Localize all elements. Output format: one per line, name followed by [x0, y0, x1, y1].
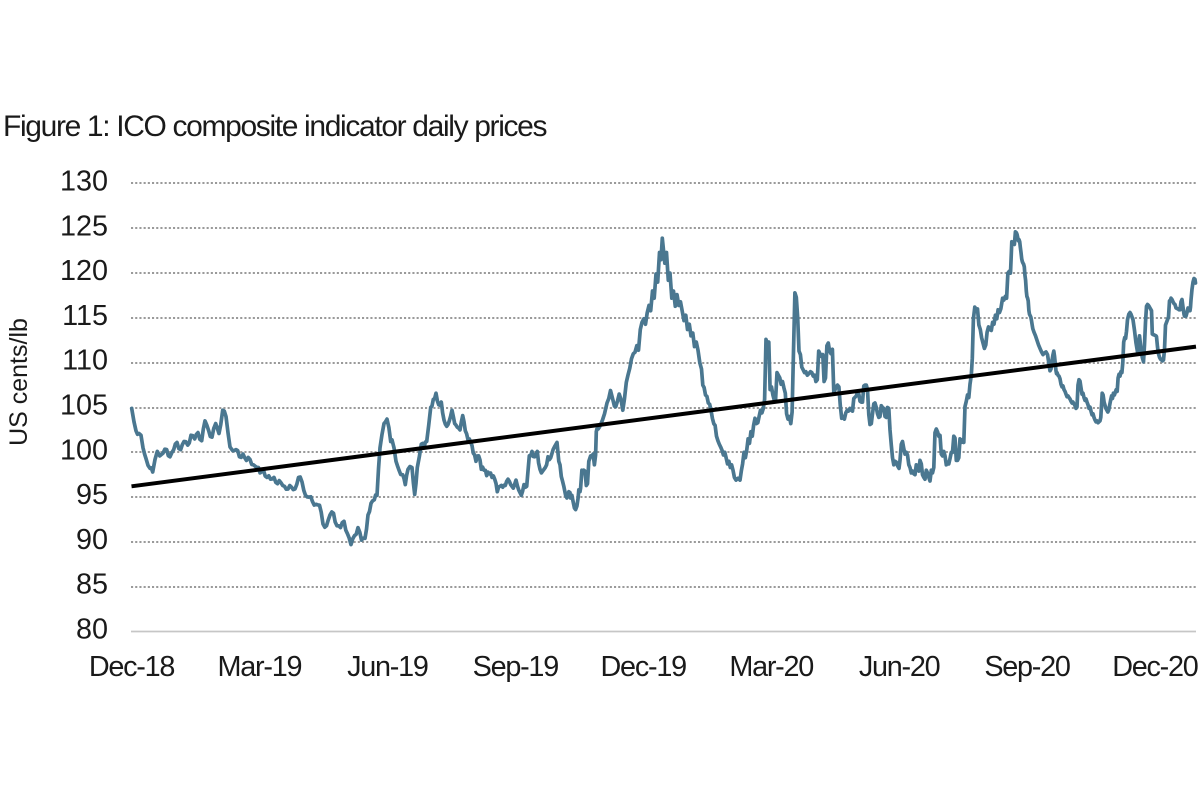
svg-text:120: 120 [60, 255, 108, 287]
svg-text:85: 85 [76, 569, 108, 601]
svg-text:115: 115 [62, 300, 108, 332]
svg-text:130: 130 [60, 166, 108, 198]
svg-text:Mar-19: Mar-19 [218, 651, 302, 683]
svg-text:Figure 1: ICO composite indica: Figure 1: ICO composite indicator daily … [3, 110, 546, 143]
svg-text:95: 95 [76, 479, 108, 511]
svg-text:125: 125 [60, 210, 108, 242]
svg-text:90: 90 [76, 524, 108, 556]
svg-text:Dec-20: Dec-20 [1112, 651, 1198, 683]
svg-text:80: 80 [76, 614, 108, 646]
svg-text:Jun-19: Jun-19 [347, 651, 428, 683]
svg-text:Dec-18: Dec-18 [89, 651, 175, 683]
svg-text:US cents/lb: US cents/lb [5, 318, 33, 446]
svg-text:100: 100 [60, 434, 108, 466]
svg-text:Sep-19: Sep-19 [473, 651, 559, 683]
svg-text:Dec-19: Dec-19 [601, 651, 687, 683]
svg-text:Sep-20: Sep-20 [984, 651, 1070, 683]
svg-text:Jun-20: Jun-20 [859, 651, 940, 683]
svg-text:105: 105 [60, 390, 108, 422]
svg-text:110: 110 [62, 345, 108, 377]
svg-text:Mar-20: Mar-20 [729, 651, 813, 683]
